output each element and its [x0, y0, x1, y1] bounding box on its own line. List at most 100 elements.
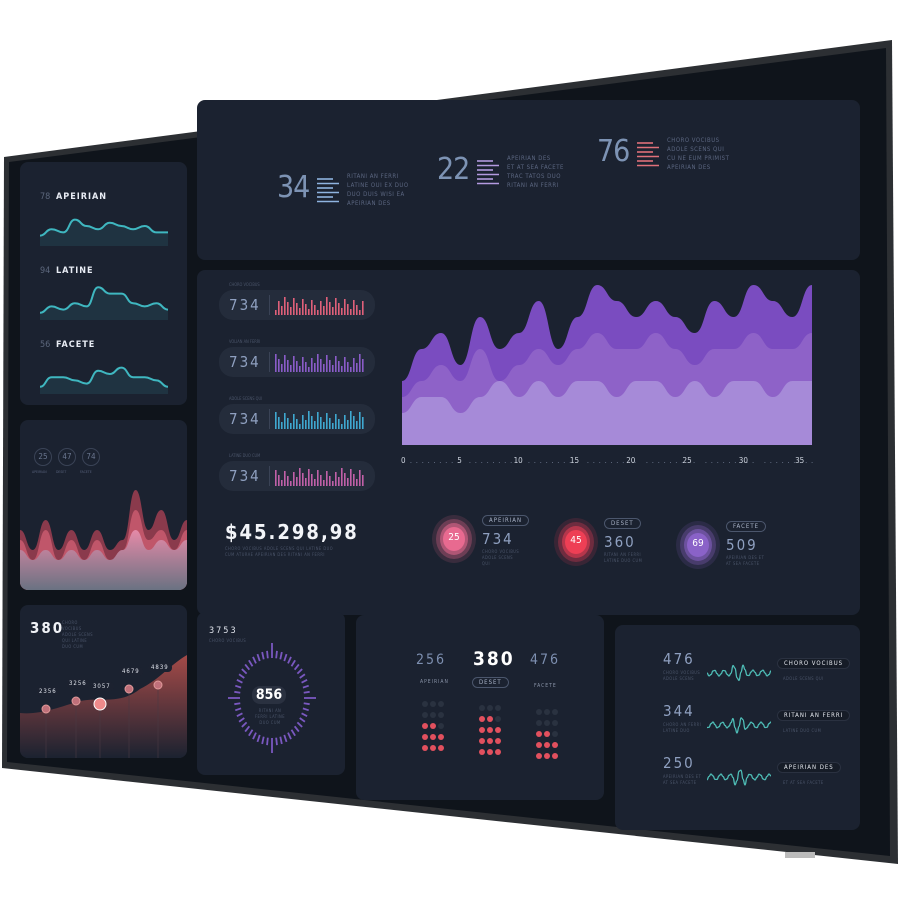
points-chart	[20, 655, 187, 758]
ring-value: 69	[692, 538, 704, 549]
matrix-dot	[544, 720, 550, 726]
point-label: 2356	[36, 687, 60, 696]
gauge-tick	[252, 732, 257, 740]
points-panel: 380 CHORO VOCIBUS ADOLE SCENS QUI LATINE …	[20, 605, 187, 758]
matrix-dot	[430, 745, 436, 751]
mini-bar	[347, 362, 349, 372]
mini-bar	[320, 359, 322, 372]
stat-description: APEIRIAN DES	[667, 164, 711, 171]
stat-circle: 25	[34, 448, 52, 466]
gauge-tick	[296, 721, 303, 728]
mini-bar	[287, 302, 289, 315]
mini-bar	[332, 365, 334, 372]
mini-bar	[284, 471, 286, 486]
divider	[269, 295, 270, 315]
mini-bar	[293, 414, 295, 429]
stat-description: RITANI AN FERRI	[507, 182, 559, 189]
matrix-dot	[438, 712, 444, 718]
mini-bar	[299, 424, 301, 429]
ring-number: 509	[726, 536, 758, 554]
sparkline-value: 56	[40, 340, 51, 350]
mini-bar	[317, 412, 319, 429]
matrix-dot	[536, 742, 542, 748]
matrix-dot	[438, 734, 444, 740]
ring-tag: DESET	[604, 518, 641, 529]
mini-bar	[338, 419, 340, 429]
mini-bar	[347, 420, 349, 429]
area-layer	[402, 381, 812, 445]
mini-bar	[350, 469, 352, 486]
wave-caption: APEIRIAN DES ET AT SEA FACETE	[663, 774, 702, 785]
mini-bar	[296, 477, 298, 486]
mini-bar	[317, 470, 319, 486]
stat-description: APEIRIAN DES	[347, 200, 391, 207]
mini-bar	[329, 302, 331, 315]
mini-bar	[308, 367, 310, 372]
wave-tag: CHORO VOCIBUS	[777, 658, 851, 669]
mountain-chart	[20, 490, 187, 590]
mini-bar	[308, 469, 310, 486]
gauge-tick	[248, 659, 254, 667]
stat-description: CU NE EUM PRIMIST	[667, 155, 730, 162]
bar-row-caption: LATINE DUO CUM	[229, 453, 261, 458]
matrix-dot	[422, 734, 428, 740]
x-tick-label: 20	[626, 456, 636, 465]
mini-bar-chart	[275, 468, 364, 486]
mini-bar	[308, 411, 310, 429]
ring-gauge	[432, 515, 476, 563]
matrix-dot	[438, 745, 444, 751]
stat-description: ADOLE SCENS QUI	[667, 146, 725, 153]
gauge-tick	[296, 668, 303, 675]
mini-bar	[296, 303, 298, 315]
mini-bar	[332, 481, 334, 486]
mini-bar	[356, 479, 358, 486]
sparkline-chart	[40, 366, 168, 394]
main-panel: $45.298,98 CHORO VOCIBUS ADOLE SCENS QUI…	[197, 270, 860, 615]
gauge-tick	[303, 690, 310, 694]
ring-tag: APEIRIAN	[482, 515, 530, 526]
bar-row-caption: ADOLE SCENS QUI	[229, 396, 263, 401]
mini-bar	[302, 473, 304, 486]
matrix-dot	[544, 742, 550, 748]
mini-bar	[362, 359, 364, 372]
mini-bar	[305, 362, 307, 372]
gauge-tick	[279, 651, 283, 660]
wave-sub: LATINE DUO CUM	[783, 728, 822, 733]
sparkline-label: LATINE	[56, 266, 94, 276]
wave-value: 476	[663, 650, 695, 668]
mini-bar	[335, 298, 337, 315]
mini-bar	[281, 306, 283, 315]
gauge-tick	[244, 663, 251, 671]
mini-bar	[314, 479, 316, 486]
mini-bar	[275, 354, 277, 372]
x-tick-label: 30	[738, 456, 748, 465]
dots-value: 256	[416, 652, 447, 668]
matrix-dot	[479, 738, 485, 744]
matrix-dot	[487, 749, 493, 755]
mini-bar	[350, 411, 352, 429]
gauge-tick	[299, 673, 306, 679]
matrix-dot	[544, 709, 550, 715]
wave-line	[707, 664, 772, 682]
dots-panel: 256 APEIRIAN 380 DESET 476 FACETE	[356, 615, 604, 800]
mini-bar	[326, 297, 328, 315]
bar-row: 734	[219, 347, 375, 377]
mini-bar	[287, 360, 289, 372]
mini-bar	[284, 355, 286, 372]
mini-bar	[341, 424, 343, 429]
mini-bar	[287, 418, 289, 429]
stat-value: 76	[597, 134, 630, 169]
matrix-dot	[487, 738, 493, 744]
mini-bar	[359, 310, 361, 315]
radial-gauge	[228, 643, 316, 753]
list-lines-icon	[477, 160, 499, 185]
ring-number: 734	[482, 530, 514, 548]
dots-value: 380	[473, 648, 515, 670]
mini-bar	[290, 365, 292, 372]
ring-caption: CHORO VOCIBUS ADOLE SCENS QUI	[482, 549, 520, 566]
mini-bar	[320, 417, 322, 429]
dots-label-tag: DESET	[472, 677, 509, 688]
gauge-tick	[241, 721, 248, 728]
data-point	[71, 696, 81, 706]
mini-bar	[311, 416, 313, 429]
